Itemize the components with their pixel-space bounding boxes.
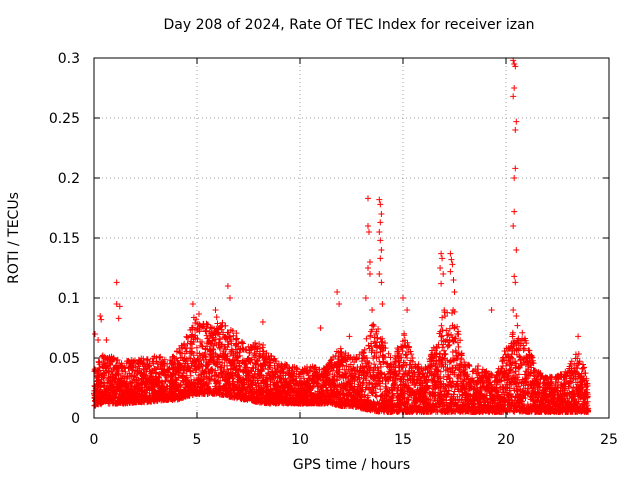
roti-point-markers [91,57,592,415]
y-axis-label: ROTI / TECUs [6,192,22,284]
y-tick-label: 0.1 [58,291,80,307]
x-tick-label: 10 [291,432,309,448]
y-tick-label: 0.05 [49,351,80,367]
y-tick-label: 0.15 [49,231,80,247]
chart-title: Day 208 of 2024, Rate Of TEC Index for r… [163,17,535,33]
data-points [91,57,592,415]
y-tick-label: 0.25 [49,111,80,127]
x-axis-label: GPS time / hours [292,457,411,473]
y-tick-label: 0.2 [58,171,80,187]
x-tick-label: 0 [90,432,99,448]
x-tick-label: 15 [394,432,412,448]
x-tick-label: 25 [600,432,618,448]
y-tick-label: 0.3 [58,51,80,67]
x-tick-label: 5 [193,432,202,448]
axis-ticks: 0 5 10 15 20 25 0 0.05 0.1 0.15 0.2 0.25 0.3 [49,51,618,448]
y-tick-label: 0 [71,411,80,427]
x-tick-label: 20 [497,432,515,448]
